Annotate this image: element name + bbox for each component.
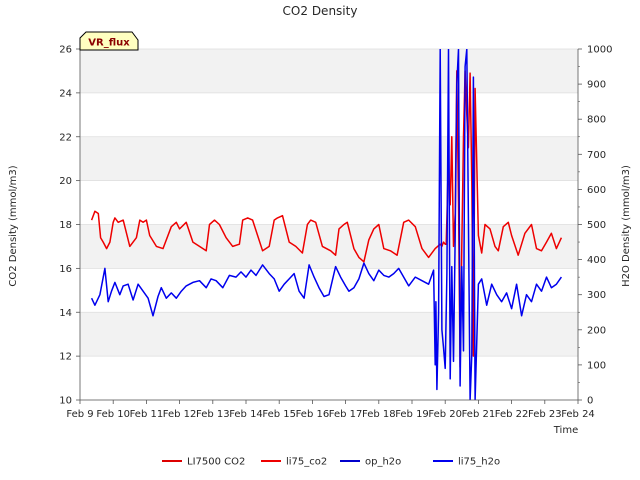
x-tick-label: Feb 17 (329, 409, 363, 420)
y-right-tick-label: 500 (587, 220, 606, 231)
series-layer (90, 49, 563, 400)
x-tick-label: Feb 16 (296, 409, 330, 420)
x-tick-label: Feb 22 (495, 409, 529, 420)
y-right-tick-label: 100 (587, 360, 606, 371)
x-tick-label: Feb 13 (196, 409, 230, 420)
y-left-tick-label: 24 (59, 88, 72, 99)
y-axis-right-label: H2O Density (mmol/m3) (621, 165, 632, 287)
legend-label: op_h2o (365, 457, 401, 468)
x-tick-label: Feb 23 (528, 409, 562, 420)
badge-text: VR_flux (88, 38, 130, 49)
legend: LI7500 CO2 li75_co2 op_h2o li75_h2o (162, 457, 500, 468)
y-axis-left-label: CO2 Density (mmol/m3) (8, 165, 19, 286)
y-left-tick-label: 18 (59, 220, 72, 231)
x-tick-label: Feb 18 (362, 409, 396, 420)
y-left-tick-label: 10 (59, 396, 72, 407)
legend-label: li75_co2 (286, 457, 327, 468)
x-tick-label: Feb 11 (130, 409, 164, 420)
plot-band (80, 224, 578, 269)
x-tick-label: Feb 20 (428, 409, 462, 420)
x-tick-label: Feb 9 (66, 409, 93, 420)
series-line-li75-h2o (90, 49, 563, 400)
x-tick-label: Feb 24 (561, 409, 595, 420)
y-right-tick-label: 800 (587, 115, 606, 126)
y-left-tick-label: 20 (59, 176, 72, 187)
legend-label: LI7500 CO2 (187, 457, 245, 468)
y-right-tick-label: 900 (587, 80, 606, 91)
series-line-li75-co2 (90, 70, 563, 368)
chart-title: CO2 Density (283, 4, 358, 18)
plot-band (80, 49, 578, 93)
axes-layer: Feb 9 Feb 10 Feb 11 Feb 12 Feb 13 Feb 14 Feb 1… (59, 45, 612, 421)
x-tick-label: Feb 14 (229, 409, 263, 420)
y-left-tick-label: 14 (59, 308, 72, 319)
x-axis-label: Time (553, 425, 578, 436)
y-right-tick-label: 0 (587, 396, 593, 407)
x-tick-label: Feb 10 (96, 409, 130, 420)
y-right-tick-label: 1000 (587, 45, 612, 56)
y-left-tick-label: 26 (59, 45, 72, 56)
y-left-tick-label: 16 (59, 264, 72, 275)
y-right-tick-label: 600 (587, 185, 606, 196)
x-tick-label: Feb 21 (462, 409, 496, 420)
y-left-tick-label: 22 (59, 132, 72, 143)
y-right-tick-label: 200 (587, 325, 606, 336)
x-tick-label: Feb 12 (163, 409, 197, 420)
legend-label: li75_h2o (458, 457, 500, 468)
x-tick-label: Feb 15 (262, 409, 296, 420)
y-left-tick-label: 12 (59, 352, 72, 363)
plot-band (80, 312, 578, 357)
y-right-tick-label: 300 (587, 290, 606, 301)
vr-flux-badge: VR_flux (79, 31, 139, 51)
badge-shape (79, 31, 139, 51)
plot-band (80, 136, 578, 181)
y-right-tick-label: 700 (587, 150, 606, 161)
x-tick-label: Feb 19 (395, 409, 429, 420)
y-right-tick-label: 400 (587, 255, 606, 266)
